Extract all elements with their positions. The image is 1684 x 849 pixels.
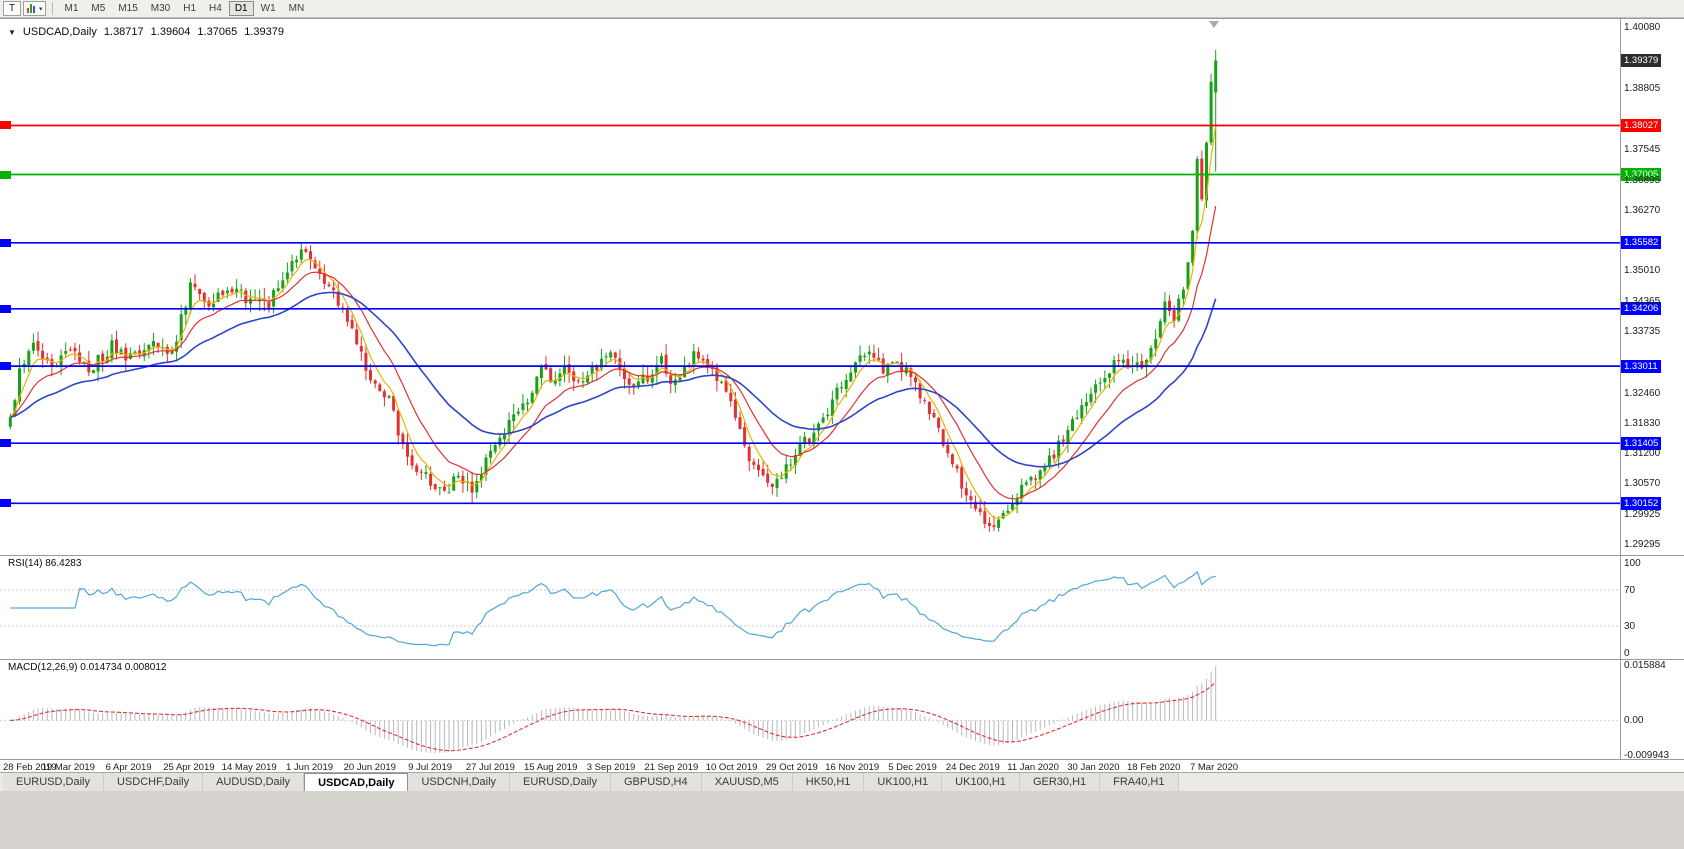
chart-tab-10-uk100-h1[interactable]: UK100,H1 bbox=[942, 773, 1020, 791]
chart-tab-8-hk50-h1[interactable]: HK50,H1 bbox=[792, 773, 865, 791]
top-toolbar: T ▾ M1 M5 M15 M30 H1 H4 D1 W1 MN bbox=[0, 0, 1684, 18]
dropdown-caret-icon: ▾ bbox=[39, 5, 43, 13]
timeframe-button-h4[interactable]: H4 bbox=[209, 3, 222, 14]
timeframe-button-d1[interactable]: D1 bbox=[228, 1, 254, 16]
indicators-icon bbox=[27, 4, 35, 13]
chart-shift-marker-icon[interactable] bbox=[1209, 21, 1219, 28]
chart-tab-5-eurusd-daily[interactable]: EURUSD,Daily bbox=[510, 773, 611, 791]
timeframe-button-m5[interactable]: M5 bbox=[91, 3, 106, 14]
moving-average-lines bbox=[9, 125, 1217, 520]
timeframe-buttons: M1 M5 M15 M30 H1 H4 D1 W1 MN bbox=[59, 1, 311, 16]
timeframe-button-mn[interactable]: MN bbox=[288, 3, 305, 14]
timeframe-button-m30[interactable]: M30 bbox=[150, 3, 171, 14]
indicator-level-lines bbox=[0, 589, 1620, 721]
timeframe-button-m15[interactable]: M15 bbox=[118, 3, 138, 14]
chart-window: ▼ USDCAD,Daily 1.38717 1.39604 1.37065 1… bbox=[0, 18, 1684, 773]
chart-tab-6-gbpusd-h4[interactable]: GBPUSD,H4 bbox=[611, 773, 702, 791]
timeframe-button-h1[interactable]: H1 bbox=[183, 3, 197, 14]
candlestick-series bbox=[8, 49, 1218, 532]
chart-tab-12-fra40-h1[interactable]: FRA40,H1 bbox=[1100, 773, 1179, 791]
chart-tab-7-xauusd-m5[interactable]: XAUUSD,M5 bbox=[701, 773, 793, 791]
chart-tab-bar: EURUSD,Daily USDCHF,Daily AUDUSD,Daily USDC… bbox=[0, 772, 1684, 791]
chart-tab-3-usdcad-daily[interactable]: USDCAD,Daily bbox=[304, 773, 409, 791]
toolbar-separator bbox=[51, 2, 53, 15]
timeframe-button-w1[interactable]: W1 bbox=[260, 3, 276, 14]
bottom-strip bbox=[0, 791, 1684, 849]
indicators-dropdown-button[interactable]: ▾ bbox=[23, 1, 46, 16]
chart-tab-2-audusd-daily[interactable]: AUDUSD,Daily bbox=[203, 773, 305, 791]
chart-tab-11-ger30-h1[interactable]: GER30,H1 bbox=[1019, 773, 1101, 791]
timeframe-button-m1[interactable]: M1 bbox=[64, 3, 79, 14]
pane-separators bbox=[0, 19, 1684, 760]
chart-tab-1-usdchf-daily[interactable]: USDCHF,Daily bbox=[103, 773, 204, 791]
chart-tab-4-usdcnh-daily[interactable]: USDCNH,Daily bbox=[408, 773, 511, 791]
chart-tab-0-eurusd-daily[interactable]: EURUSD,Daily bbox=[3, 773, 104, 791]
text-tool-button[interactable]: T bbox=[3, 1, 21, 16]
price-chart-canvas[interactable] bbox=[0, 19, 1684, 773]
indicator-series bbox=[10, 570, 1217, 754]
horizontal-price-lines bbox=[0, 124, 1620, 505]
chart-tab-9-uk100-h1[interactable]: UK100,H1 bbox=[864, 773, 943, 791]
